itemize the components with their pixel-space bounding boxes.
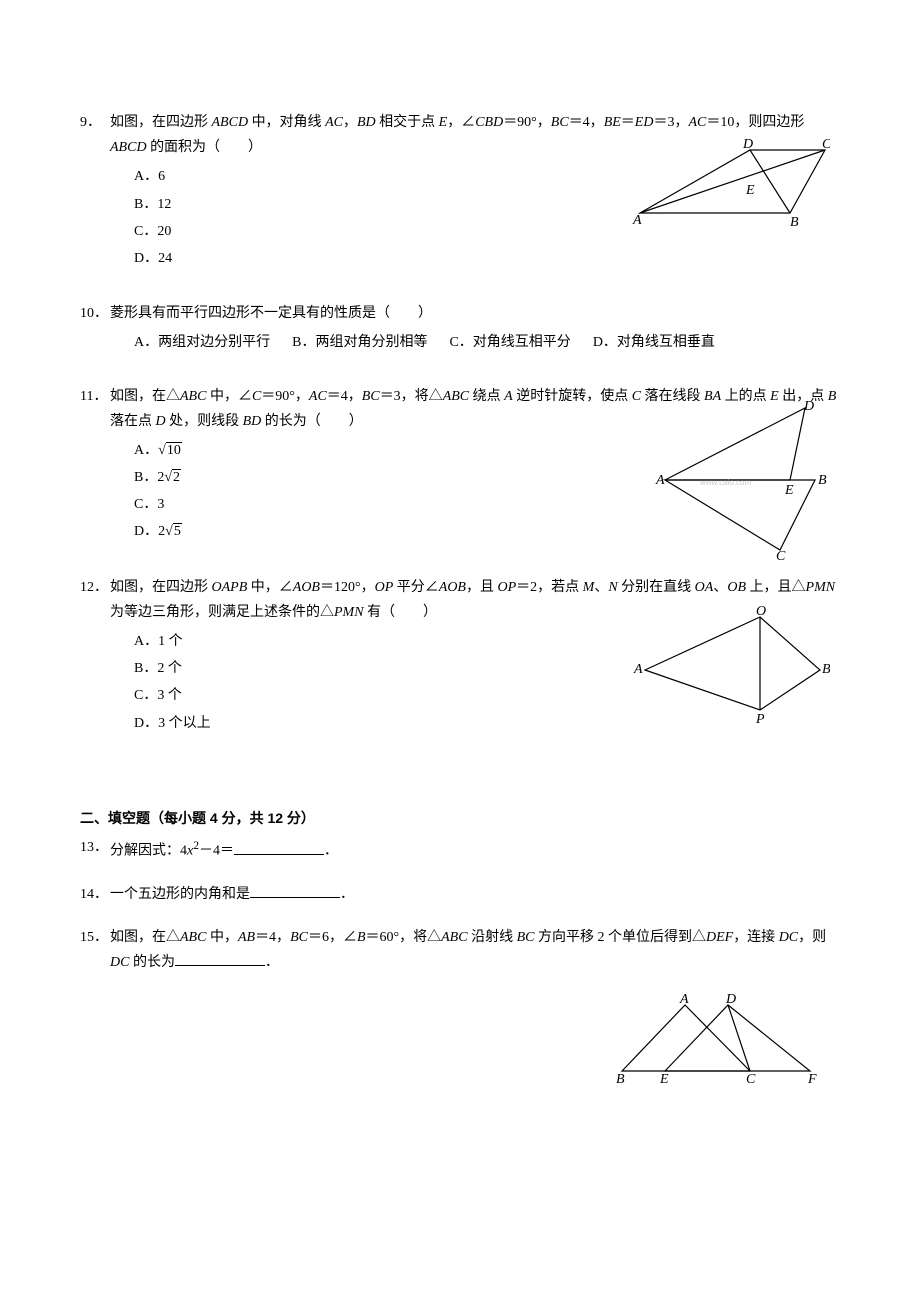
q13-blank	[234, 839, 324, 854]
svg-text:E: E	[784, 483, 794, 498]
section-2-header: 二、填空题（每小题 4 分，共 12 分）	[80, 806, 840, 831]
svg-text:C: C	[822, 138, 830, 152]
svg-text:P: P	[755, 712, 765, 725]
q14-blank	[250, 882, 340, 897]
q11-figure: A B C D E www.caio.com	[650, 400, 830, 560]
svg-text:C: C	[746, 1072, 756, 1086]
q12-number: 12．	[80, 575, 110, 600]
svg-text:O: O	[756, 605, 766, 619]
svg-text:A: A	[679, 992, 689, 1007]
question-10: 10． 菱形具有而平行四边形不一定具有的性质是（ ） A．两组对边分别平行 B．…	[80, 301, 840, 355]
q15-text: 如图，在△ABC 中，AB＝4，BC＝6，∠B＝60°，将△ABC 沿射线 BC…	[110, 925, 840, 975]
q11-number: 11．	[80, 384, 110, 409]
svg-text:F: F	[807, 1072, 817, 1086]
q10-options: A．两组对边分别平行 B．两组对角分别相等 C．对角线互相平分 D．对角线互相垂…	[110, 330, 840, 355]
q9-figure: A B C D E	[630, 138, 830, 228]
svg-text:E: E	[659, 1072, 669, 1086]
svg-text:E: E	[745, 183, 755, 198]
q15-blank	[175, 951, 265, 966]
q10-option-b: B．两组对角分别相等	[292, 330, 427, 355]
svg-text:B: B	[822, 662, 830, 677]
svg-text:A: A	[633, 662, 643, 677]
q15-number: 15．	[80, 925, 110, 950]
svg-text:www.caio.com: www.caio.com	[699, 478, 751, 487]
svg-text:B: B	[616, 1072, 625, 1086]
q10-option-d: D．对角线互相垂直	[593, 330, 715, 355]
q10-option-a: A．两组对边分别平行	[134, 330, 270, 355]
svg-text:A: A	[655, 473, 665, 488]
q14-text: 一个五边形的内角和是．	[110, 882, 840, 907]
question-12: O A B P 12． 如图，在四边形 OAPB 中，∠AOB＝120°，OP …	[80, 575, 840, 738]
question-9: A B C D E 9． 如图，在四边形 ABCD 中，对角线 AC，BD 相交…	[80, 110, 840, 273]
q10-number: 10．	[80, 301, 110, 326]
q10-text: 菱形具有而平行四边形不一定具有的性质是（ ）	[110, 301, 840, 326]
svg-text:B: B	[790, 215, 799, 228]
svg-text:A: A	[632, 213, 642, 228]
q15-figure: A B C D E F	[110, 991, 840, 1095]
question-14: 14． 一个五边形的内角和是．	[80, 882, 840, 907]
q10-option-c: C．对角线互相平分	[449, 330, 570, 355]
question-15: 15． 如图，在△ABC 中，AB＝4，BC＝6，∠B＝60°，将△ABC 沿射…	[80, 925, 840, 1096]
q13-number: 13．	[80, 835, 110, 860]
svg-text:D: D	[725, 992, 736, 1007]
q12-figure: O A B P	[630, 605, 830, 725]
svg-text:D: D	[803, 400, 814, 414]
q13-text: 分解因式：4x2－4＝．	[110, 835, 840, 864]
svg-text:D: D	[742, 138, 753, 152]
q9-number: 9．	[80, 110, 110, 135]
question-13: 13． 分解因式：4x2－4＝．	[80, 835, 840, 864]
q9-option-d: D．24	[134, 246, 840, 271]
q14-number: 14．	[80, 882, 110, 907]
svg-text:B: B	[818, 473, 827, 488]
question-11: A B C D E www.caio.com 11． 如图，在△ABC 中，∠C…	[80, 384, 840, 547]
svg-text:C: C	[776, 549, 786, 560]
